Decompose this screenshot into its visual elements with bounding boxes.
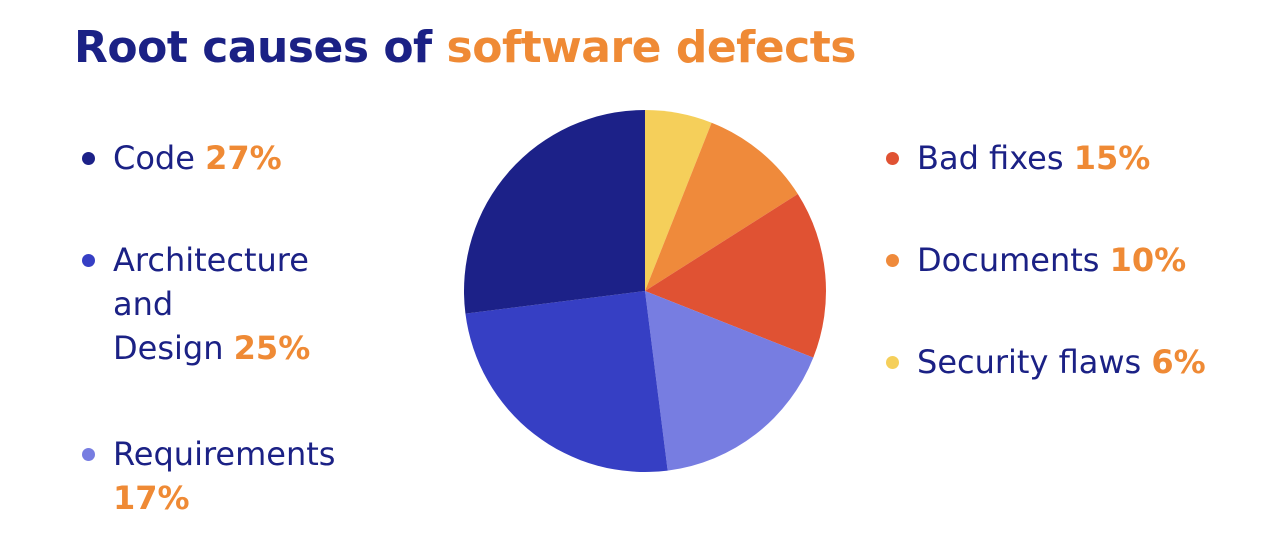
title-part-primary: Root causes of [74, 22, 432, 73]
legend-item-architecture-design: Architecture and Design 25% [82, 238, 310, 370]
legend-label-security-flaws: Security flaws [917, 343, 1142, 381]
legend-dot-bad-fixes [886, 152, 899, 165]
legend-pct-security-flaws: 6% [1151, 343, 1206, 381]
pie-slice-security-flaws [645, 110, 712, 291]
pie-slice-documents [645, 122, 798, 292]
legend-pct-code: 27% [205, 139, 282, 177]
legend-dot-architecture-design [82, 254, 95, 267]
legend-label-bad-fixes: Bad fixes [917, 139, 1064, 177]
legend-pct-bad-fixes: 15% [1073, 139, 1151, 177]
title-part-accent: software defects [446, 22, 857, 73]
legend-dot-documents [886, 254, 899, 267]
pie-slice-bad-fixes [645, 194, 826, 358]
chart-title: Root causes of software defects [74, 22, 856, 73]
legend-pct-requirements: 17% [113, 479, 190, 517]
pie-slice-architecture-and-design [465, 291, 668, 472]
pie-slice-requirements [645, 291, 814, 471]
legend-item-code: Code 27% [82, 136, 282, 180]
legend-item-documents: Documents 10% [886, 238, 1186, 282]
legend-item-requirements: Requirements 17% [82, 432, 335, 520]
legend-item-security-flaws: Security flaws 6% [886, 340, 1206, 384]
legend-label-architecture-design: Architecture and Design [113, 241, 309, 367]
legend-item-bad-fixes: Bad fixes 15% [886, 136, 1150, 180]
legend-label-code: Code [113, 139, 195, 177]
legend-pct-architecture-design: 25% [233, 329, 311, 367]
legend-label-documents: Documents [917, 241, 1100, 279]
pie-slice-code [464, 110, 645, 314]
legend-pct-documents: 10% [1109, 241, 1187, 279]
legend-dot-requirements [82, 448, 95, 461]
legend-dot-code [82, 152, 95, 165]
legend-dot-security-flaws [886, 356, 899, 369]
legend-label-requirements: Requirements [113, 435, 336, 473]
